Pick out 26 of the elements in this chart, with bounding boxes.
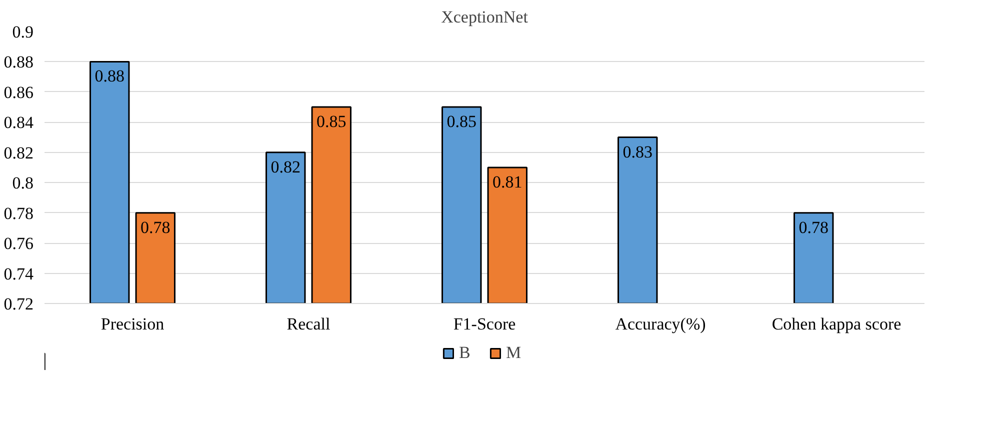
y-tick-label: 0.72	[4, 294, 34, 314]
y-tick-label: 0.9	[12, 22, 34, 42]
data-label: 0.81	[492, 172, 522, 192]
data-label: 0.78	[140, 218, 170, 237]
y-tick-label: 0.88	[4, 52, 34, 72]
data-label: 0.85	[446, 112, 476, 132]
legend-label: B	[459, 343, 472, 363]
x-tick-label: F1-Score	[453, 314, 516, 334]
chart-title: XceptionNet	[441, 8, 528, 26]
data-label: 0.82	[270, 157, 300, 176]
y-tick-label: 0.74	[4, 264, 34, 284]
y-tick-label: 0.84	[4, 113, 34, 132]
data-label: 0.78	[798, 218, 828, 237]
y-tick-label: 0.82	[4, 143, 34, 162]
data-label: 0.85	[316, 112, 346, 132]
x-tick-label: Recall	[286, 314, 330, 334]
y-tick-label: 0.86	[4, 82, 34, 102]
y-tick-label: 0.8	[12, 174, 34, 193]
x-tick-label: Precision	[100, 314, 165, 334]
data-label: 0.83	[622, 142, 652, 162]
data-label: 0.88	[94, 66, 124, 86]
y-tick-label: 0.76	[4, 234, 34, 254]
x-tick-label: Cohen kappa score	[772, 314, 902, 334]
y-tick-label: 0.78	[4, 204, 34, 223]
x-tick-label: Accuracy(%)	[615, 314, 706, 334]
legend-label: M	[506, 343, 522, 363]
